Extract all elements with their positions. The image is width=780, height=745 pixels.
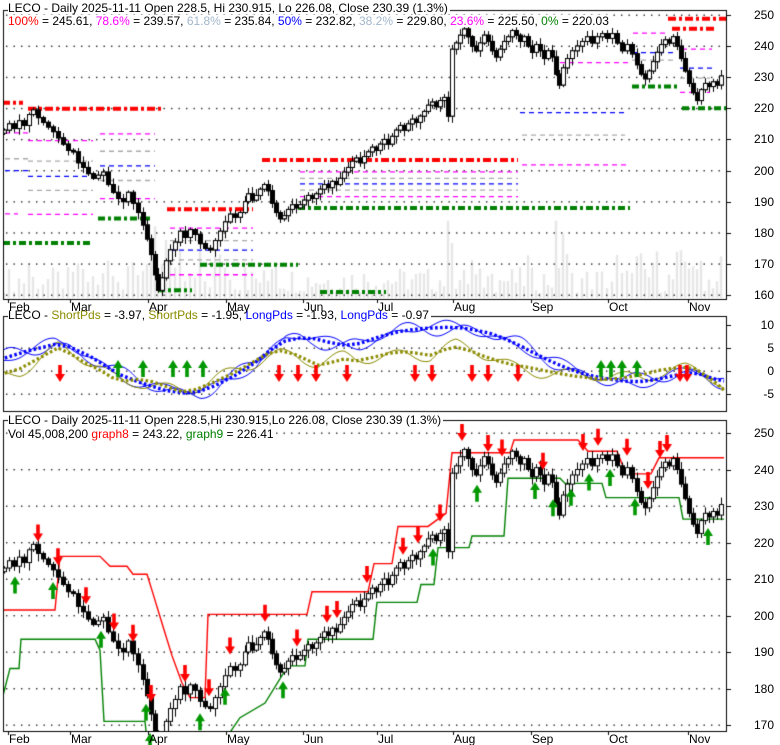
trend-panel-vol-line-seg: graph8 [91,427,129,441]
trend-panel-title-seg: LECO - Daily 2025-11-11 Open 228.5,Hi 23… [8,413,442,427]
price-panel-fib-values-seg: 0% [541,14,559,28]
y-axis-label: 210 [753,572,774,586]
y-axis-label: 220 [753,101,774,116]
price-panel-fib-values-seg: = 229.80, [393,14,451,28]
y-axis-label: 190 [753,194,774,209]
x-axis-month-label: May [227,300,250,314]
trend-panel-title: LECO - Daily 2025-11-11 Open 228.5,Hi 23… [8,413,444,427]
oscillator-panel-title-seg: = -1.93, [292,308,341,322]
y-axis-label: 160 [753,287,774,302]
y-axis-label: 170 [753,718,774,732]
y-axis-label: 220 [753,535,774,550]
y-axis-label: 190 [753,645,774,659]
price-panel-fib-values-seg: 50% [277,14,302,28]
x-axis-month-label: Sep [532,300,554,314]
x-axis-month-label: Aug [454,732,476,745]
x-axis-month-label: Jun [304,300,324,314]
x-axis-month-label: Jul [378,732,394,745]
x-axis-month-label: May [227,732,250,745]
trend-panel-vol-line-seg: Vol 45,008,200 [8,427,92,441]
y-axis-label: 250 [753,426,774,440]
trend-panel-vol-line: Vol 45,008,200 graph8 = 243.22, graph9 =… [8,428,276,440]
y-axis-label: 180 [753,225,774,240]
oscillator-panel-title-seg: = -1.95, [197,308,246,322]
oscillator-panel-title-seg: LongPds [340,308,388,322]
x-axis-month-label: Mar [71,732,92,745]
x-axis-month-label: Sep [532,732,554,745]
y-axis-label: 200 [753,608,774,623]
y-axis-label: 230 [753,70,774,85]
y-axis-label: 5 [767,341,774,355]
y-axis-label: 180 [753,681,774,696]
y-axis-label: 0 [767,364,774,378]
price-panel-fib-values-seg: = 239.57, [129,14,187,28]
trend-panel-vol-line-seg: = 226.41 [223,427,274,441]
trend-panel-vol-line-seg: graph9 [185,427,224,441]
oscillator-panel-title-seg: = -3.97, [100,308,149,322]
x-axis-month-label: Jul [378,300,394,314]
price-panel-fib-values-seg: = 220.03 [558,14,609,28]
x-axis-month-label: Jun [304,732,324,745]
y-axis-label: 250 [753,8,774,22]
price-panel-fib-values-seg: = 235.84, [220,14,278,28]
oscillator-panel-title-seg: LongPds [245,308,293,322]
price-panel-title: LECO - Daily 2025-11-11 Open 228.5, Hi 2… [8,2,450,14]
price-panel-fib-values: 100% = 245.61, 78.6% = 239.57, 61.8% = 2… [8,15,611,27]
y-axis-label: 240 [753,462,774,477]
y-axis-label: -5 [763,387,774,401]
price-panel-fib-values-seg: = 232.82, [301,14,359,28]
y-axis-label: 210 [753,132,774,147]
x-axis-month-label: Oct [609,732,628,745]
oscillator-panel-title-seg: = -0.97 [387,308,429,322]
x-axis-month-label: Aug [454,300,476,314]
x-axis-month-label: Feb [9,732,30,745]
price-panel-fib-values-seg: = 225.50, [484,14,542,28]
x-axis-month-label: Nov [689,300,711,314]
y-axis-label: 240 [753,39,774,54]
y-axis-label: 200 [753,163,774,178]
price-panel-fib-values-seg: 100% [8,14,39,28]
oscillator-panel-title-seg: ShortPds [51,308,101,322]
price-panel-fib-values-seg: 23.6% [450,14,485,28]
y-axis-label: 170 [753,256,774,271]
oscillator-panel-title: LECO - ShortPds = -3.97, ShortPds = -1.9… [8,309,431,321]
trend-panel-vol-line-seg: = 243.22, [128,427,186,441]
price-panel-title-seg: LECO - Daily 2025-11-11 Open 228.5, Hi 2… [8,1,448,15]
x-axis-month-label: Apr [149,732,168,745]
price-panel-fib-values-seg: = 245.61, [38,14,96,28]
price-panel-fib-values-seg: 38.2% [358,14,394,28]
y-axis-label: 10 [760,318,774,332]
x-axis-month-label: Oct [609,300,628,314]
oscillator-panel-title-seg: ShortPds [148,308,198,322]
y-axis-label: 230 [753,499,774,513]
oscillator-panel-title-seg: LECO - [8,308,52,322]
x-axis-month-label: Mar [71,300,92,314]
x-axis-month-label: Feb [9,300,30,314]
price-panel-fib-values-seg: 61.8% [186,14,221,28]
x-axis-month-label: Nov [689,732,711,745]
x-axis-month-label: Apr [149,300,168,314]
price-panel-fib-values-seg: 78.6% [95,14,130,28]
